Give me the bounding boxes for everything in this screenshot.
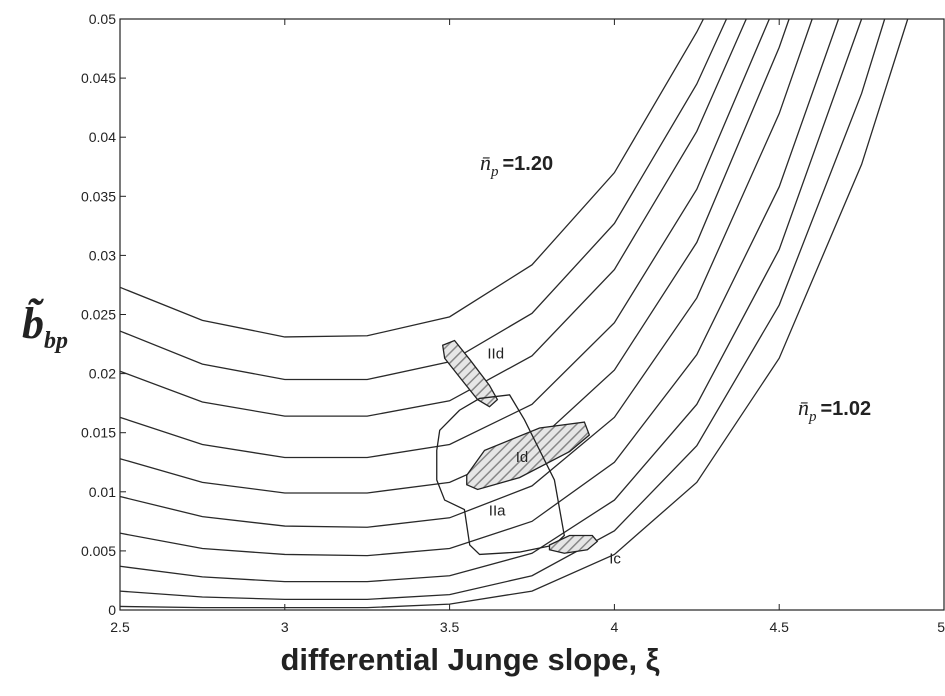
y-axis-label: b̃bp [22, 298, 68, 354]
y-tick-label: 0.005 [81, 543, 116, 559]
contour-line [119, 18, 909, 609]
contour-line [119, 18, 747, 417]
annotation-subscript: p [490, 164, 499, 180]
y-axis-symbol: b̃ [22, 298, 44, 348]
y-tick-label: 0 [108, 602, 116, 618]
x-tick-label: 4.5 [769, 619, 789, 635]
y-tick-label: 0.045 [81, 70, 116, 86]
contour-line [119, 18, 863, 583]
x-axis-label: differential Junge slope, ξ [281, 642, 660, 677]
region-label: IIa [489, 502, 506, 519]
annotation-subscript: p [808, 409, 817, 425]
x-tick-label: 4 [611, 619, 619, 635]
y-tick-label: 0.03 [89, 247, 116, 263]
region [436, 394, 566, 556]
x-tick-label: 3 [281, 619, 289, 635]
y-tick-label: 0.02 [89, 366, 116, 382]
x-tick-label: 5 [937, 619, 945, 635]
annotation-symbol: n̄ [480, 150, 491, 175]
y-tick-label: 0.035 [81, 188, 116, 204]
x-tick-label: 2.5 [110, 619, 130, 635]
region-label: Id [516, 449, 529, 466]
contour-line [119, 18, 770, 459]
annotation-text: =1.02 [821, 398, 872, 420]
region-label: Ic [609, 551, 621, 568]
y-tick-label: 0.04 [89, 129, 116, 145]
contour-line [119, 18, 886, 601]
y-tick-label: 0.05 [89, 11, 116, 27]
contour-line [119, 18, 840, 557]
annotation: n̄p =1.20 [480, 150, 553, 180]
x-tick-label: 3.5 [440, 619, 460, 635]
region [441, 339, 499, 408]
y-axis-subscript: bp [44, 328, 68, 354]
region [466, 421, 591, 491]
annotation: n̄p =1.02 [798, 395, 871, 425]
annotation-symbol: n̄ [798, 395, 809, 420]
y-tick-label: 0.015 [81, 425, 116, 441]
contour-line [119, 18, 813, 528]
region-label: IId [487, 346, 504, 363]
contour-line [119, 18, 704, 338]
region [548, 534, 599, 554]
y-tick-label: 0.025 [81, 307, 116, 323]
y-tick-label: 0.01 [89, 484, 116, 500]
annotation-text: =1.20 [503, 153, 554, 175]
